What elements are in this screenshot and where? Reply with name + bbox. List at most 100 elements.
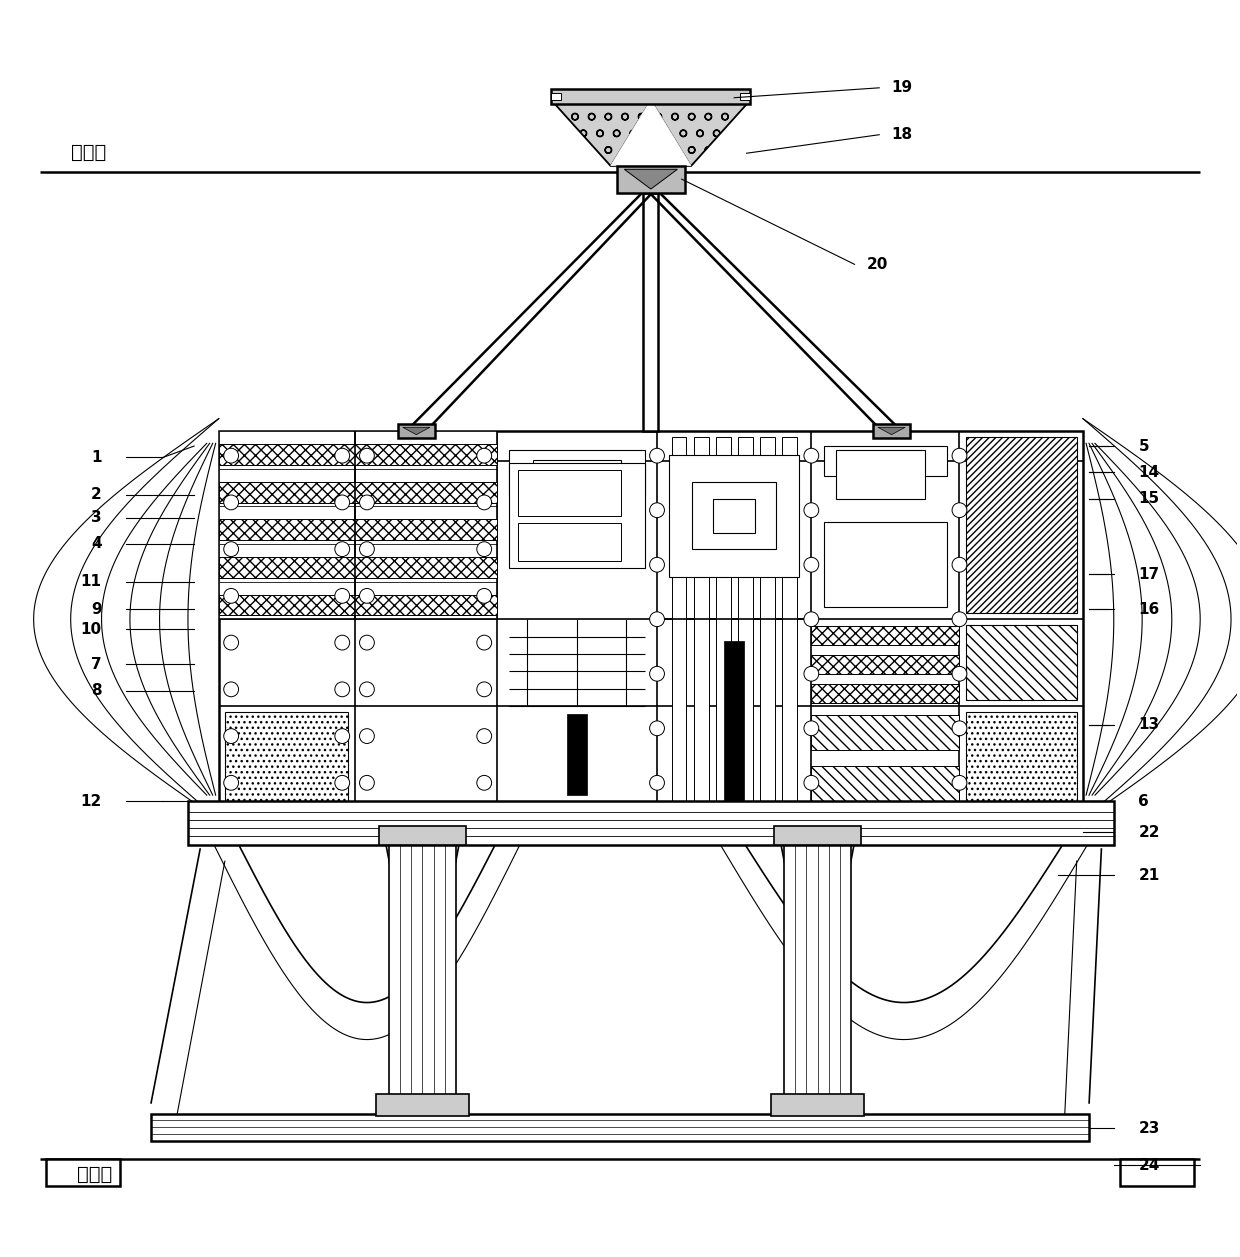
Circle shape xyxy=(952,720,967,735)
Circle shape xyxy=(650,557,665,572)
Circle shape xyxy=(477,635,491,650)
Circle shape xyxy=(804,449,818,463)
Bar xyxy=(771,1094,864,1116)
Circle shape xyxy=(804,557,818,572)
Bar xyxy=(966,626,1076,700)
Circle shape xyxy=(477,588,491,603)
Bar xyxy=(567,714,587,796)
Circle shape xyxy=(223,495,238,510)
Circle shape xyxy=(360,635,374,650)
Circle shape xyxy=(804,666,818,681)
Bar xyxy=(618,166,684,192)
Circle shape xyxy=(335,495,350,510)
Bar xyxy=(760,437,775,801)
Bar xyxy=(218,557,496,578)
Polygon shape xyxy=(151,848,212,1123)
Bar xyxy=(823,446,947,476)
Bar xyxy=(713,499,755,533)
Bar xyxy=(218,507,496,544)
Bar xyxy=(670,455,799,577)
Bar xyxy=(672,437,687,801)
Circle shape xyxy=(952,503,967,518)
Text: 19: 19 xyxy=(892,80,913,96)
Circle shape xyxy=(335,588,350,603)
Circle shape xyxy=(952,776,967,791)
Text: 16: 16 xyxy=(1138,602,1159,617)
Circle shape xyxy=(360,542,374,557)
Circle shape xyxy=(952,612,967,627)
Circle shape xyxy=(335,683,350,696)
Bar xyxy=(218,582,496,620)
Text: 18: 18 xyxy=(892,127,913,142)
Circle shape xyxy=(952,449,967,463)
Circle shape xyxy=(223,729,238,743)
Text: 20: 20 xyxy=(867,256,888,272)
Bar xyxy=(782,437,797,801)
Bar xyxy=(774,826,861,845)
Bar xyxy=(218,444,496,465)
Circle shape xyxy=(360,683,374,696)
Bar xyxy=(811,715,960,750)
Text: 7: 7 xyxy=(91,657,102,672)
Circle shape xyxy=(335,449,350,463)
Bar xyxy=(518,470,621,515)
Polygon shape xyxy=(556,104,649,166)
Text: 12: 12 xyxy=(81,794,102,808)
Bar xyxy=(518,523,621,561)
Circle shape xyxy=(335,635,350,650)
Bar xyxy=(966,437,1076,613)
Circle shape xyxy=(650,449,665,463)
Bar xyxy=(836,450,925,499)
Bar xyxy=(554,466,599,479)
Circle shape xyxy=(477,495,491,510)
Bar xyxy=(740,93,750,101)
Bar xyxy=(224,711,348,801)
Circle shape xyxy=(650,612,665,627)
Circle shape xyxy=(335,542,350,557)
Circle shape xyxy=(650,720,665,735)
Text: 水纹线: 水纹线 xyxy=(71,143,105,162)
Bar xyxy=(966,711,1076,801)
Text: 10: 10 xyxy=(81,622,102,636)
Text: 4: 4 xyxy=(91,537,102,552)
Circle shape xyxy=(223,588,238,603)
Circle shape xyxy=(360,588,374,603)
Text: 泥沙层: 泥沙层 xyxy=(77,1165,112,1184)
Text: 1: 1 xyxy=(91,450,102,465)
Bar xyxy=(508,463,645,568)
Circle shape xyxy=(650,776,665,791)
Circle shape xyxy=(223,449,238,463)
Bar xyxy=(811,655,960,674)
Text: 11: 11 xyxy=(81,574,102,590)
Text: 2: 2 xyxy=(91,488,102,503)
Bar xyxy=(738,437,753,801)
Bar xyxy=(811,766,960,801)
Text: 23: 23 xyxy=(1138,1121,1159,1136)
Bar xyxy=(533,460,621,485)
Circle shape xyxy=(650,503,665,518)
Circle shape xyxy=(360,776,374,791)
Bar xyxy=(552,89,750,104)
Circle shape xyxy=(477,542,491,557)
Circle shape xyxy=(223,635,238,650)
Bar xyxy=(398,424,435,439)
Bar xyxy=(218,431,1083,807)
Circle shape xyxy=(477,776,491,791)
Bar xyxy=(508,450,645,495)
Circle shape xyxy=(650,666,665,681)
Bar xyxy=(46,1159,120,1187)
Circle shape xyxy=(804,503,818,518)
Bar xyxy=(692,481,776,549)
Polygon shape xyxy=(403,427,430,435)
Bar xyxy=(784,845,852,1116)
Circle shape xyxy=(477,729,491,743)
Bar xyxy=(388,845,456,1116)
Text: 3: 3 xyxy=(91,510,102,525)
Text: 5: 5 xyxy=(1138,439,1149,454)
Bar xyxy=(188,801,1114,845)
Circle shape xyxy=(360,729,374,743)
Text: 22: 22 xyxy=(1138,825,1159,840)
Text: 6: 6 xyxy=(1138,794,1149,808)
Bar xyxy=(644,192,658,431)
Bar xyxy=(218,431,496,469)
